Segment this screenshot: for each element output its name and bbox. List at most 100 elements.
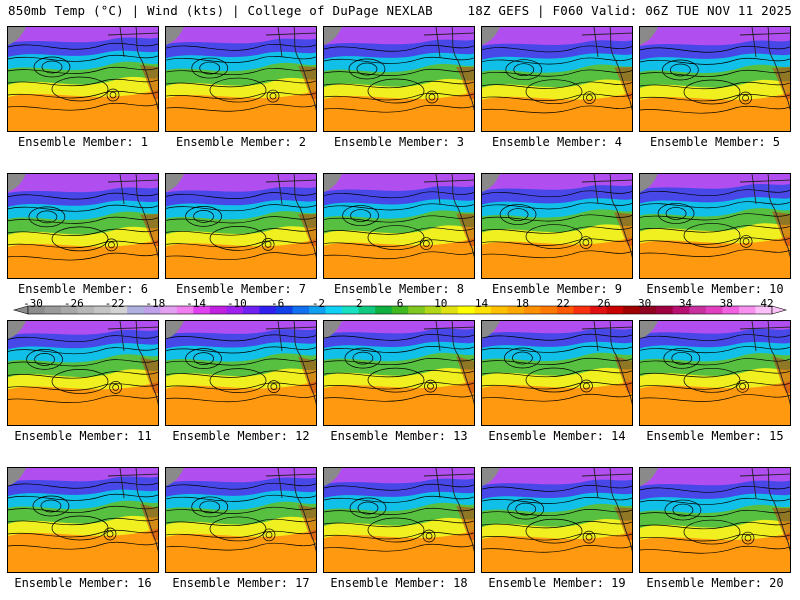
colorbar-swatch bbox=[358, 306, 376, 314]
ensemble-member-map bbox=[323, 320, 475, 426]
ensemble-member-label: Ensemble Member: 7 bbox=[175, 282, 307, 296]
ensemble-member-map bbox=[7, 467, 159, 573]
colorbar-swatch bbox=[557, 306, 574, 314]
ensemble-member-map bbox=[165, 26, 317, 132]
ensemble-member-map bbox=[323, 26, 475, 132]
colorbar-swatch bbox=[226, 306, 244, 314]
ensemble-member-map bbox=[323, 173, 475, 279]
colorbar-swatch bbox=[623, 306, 641, 314]
ensemble-member-map bbox=[481, 467, 633, 573]
colorbar-swatch bbox=[689, 306, 707, 314]
ensemble-member-map bbox=[639, 26, 791, 132]
colorbar-max-arrow bbox=[771, 305, 788, 315]
ensemble-member-label: Ensemble Member: 17 bbox=[172, 576, 310, 590]
colorbar-tick-label: 26 bbox=[597, 297, 611, 310]
colorbar-swatch bbox=[44, 306, 62, 314]
ensemble-member-label: Ensemble Member: 8 bbox=[333, 282, 465, 296]
colorbar-swatch bbox=[143, 306, 161, 314]
ensemble-member-label: Ensemble Member: 5 bbox=[649, 135, 781, 149]
colorbar-swatch bbox=[61, 306, 78, 314]
colorbar-tick-label: -2 bbox=[311, 297, 326, 310]
ensemble-member-label: Ensemble Member: 2 bbox=[175, 135, 307, 149]
colorbar-swatch bbox=[94, 306, 112, 314]
colorbar-swatch bbox=[176, 306, 194, 314]
colorbar-swatch bbox=[590, 306, 608, 314]
ensemble-member-map bbox=[481, 320, 633, 426]
ensemble-member-map bbox=[481, 173, 633, 279]
ensemble-member-label: Ensemble Member: 1 bbox=[17, 135, 149, 149]
ensemble-member-label: Ensemble Member: 9 bbox=[491, 282, 623, 296]
colorbar-swatch bbox=[656, 306, 674, 314]
colorbar-tick-label: -10 bbox=[226, 297, 247, 310]
colorbar-tick-label: -14 bbox=[186, 297, 207, 310]
colorbar-swatch bbox=[457, 306, 475, 314]
colorbar-tick-label: 42 bbox=[760, 297, 774, 310]
ensemble-member-label: Ensemble Member: 16 bbox=[14, 576, 152, 590]
colorbar-swatch bbox=[755, 306, 773, 314]
ensemble-member-map bbox=[165, 320, 317, 426]
colorbar-tick-label: 34 bbox=[678, 297, 693, 310]
colorbar-swatch bbox=[28, 306, 45, 314]
colorbar-swatch bbox=[540, 306, 558, 314]
ensemble-member-map bbox=[481, 26, 633, 132]
colorbar-tick-label: 38 bbox=[719, 297, 733, 310]
ensemble-member-label: Ensemble Member: 13 bbox=[330, 429, 468, 443]
colorbar-swatch bbox=[375, 306, 393, 314]
colorbar-swatch bbox=[524, 306, 541, 314]
colorbar-swatch bbox=[705, 306, 723, 314]
colorbar-tick-label: 10 bbox=[434, 297, 448, 310]
colorbar-swatch bbox=[408, 306, 426, 314]
colorbar-tick-label: 18 bbox=[515, 297, 529, 310]
ensemble-member-label: Ensemble Member: 20 bbox=[646, 576, 784, 590]
ensemble-member-map bbox=[7, 26, 159, 132]
colorbar-swatch bbox=[292, 306, 310, 314]
ensemble-member-map bbox=[323, 467, 475, 573]
colorbar-swatch bbox=[490, 306, 508, 314]
ensemble-member-label: Ensemble Member: 6 bbox=[17, 282, 149, 296]
ensemble-member-label: Ensemble Member: 18 bbox=[330, 576, 468, 590]
colorbar-swatch bbox=[342, 306, 360, 314]
ensemble-member-label: Ensemble Member: 19 bbox=[488, 576, 626, 590]
colorbar-swatch bbox=[77, 306, 95, 314]
ensemble-member-label: Ensemble Member: 3 bbox=[333, 135, 465, 149]
ensemble-member-map bbox=[7, 173, 159, 279]
colorbar-swatch bbox=[110, 306, 128, 314]
ensemble-member-label: Ensemble Member: 15 bbox=[646, 429, 784, 443]
colorbar-swatch bbox=[722, 306, 740, 314]
colorbar-tick-label: 22 bbox=[556, 297, 570, 310]
ensemble-member-label: Ensemble Member: 10 bbox=[646, 282, 784, 296]
ensemble-member-map bbox=[639, 320, 791, 426]
colorbar-tick-label: 2 bbox=[355, 297, 363, 310]
colorbar-swatch bbox=[209, 306, 227, 314]
ensemble-member-label: Ensemble Member: 14 bbox=[488, 429, 626, 443]
colorbar-tick-label: -26 bbox=[63, 297, 84, 310]
colorbar-swatch bbox=[474, 306, 492, 314]
colorbar-tick-label: -30 bbox=[23, 297, 43, 310]
ensemble-member-map bbox=[639, 467, 791, 573]
ensemble-member-map bbox=[165, 467, 317, 573]
colorbar-swatch bbox=[193, 306, 211, 314]
colorbar-swatch bbox=[639, 306, 657, 314]
ensemble-member-label: Ensemble Member: 12 bbox=[172, 429, 310, 443]
ensemble-member-map bbox=[639, 173, 791, 279]
colorbar-swatch bbox=[242, 306, 260, 314]
ensemble-member-map bbox=[165, 173, 317, 279]
ensemble-member-map bbox=[7, 320, 159, 426]
colorbar-swatch bbox=[160, 306, 178, 314]
colorbar-tick-label: 6 bbox=[396, 297, 404, 310]
colorbar-swatch bbox=[672, 306, 690, 314]
model-run-valid-time: 18Z GEFS | F060 Valid: 06Z TUE NOV 11 20… bbox=[467, 3, 792, 18]
colorbar-swatch bbox=[738, 306, 756, 314]
colorbar-swatch bbox=[127, 306, 145, 314]
colorbar-swatch bbox=[507, 306, 525, 314]
colorbar-tick-label: 14 bbox=[474, 297, 489, 310]
colorbar-swatch bbox=[424, 306, 442, 314]
colorbar-swatch bbox=[309, 306, 326, 314]
colorbar-tick-label: -22 bbox=[104, 297, 125, 310]
ensemble-member-label: Ensemble Member: 11 bbox=[14, 429, 152, 443]
chart-title: 850mb Temp (°C) | Wind (kts) | College o… bbox=[8, 3, 433, 18]
colorbar-swatch bbox=[276, 306, 293, 314]
colorbar-swatch bbox=[259, 306, 277, 314]
colorbar-swatch bbox=[441, 306, 459, 314]
colorbar-tick-label: 30 bbox=[638, 297, 652, 310]
